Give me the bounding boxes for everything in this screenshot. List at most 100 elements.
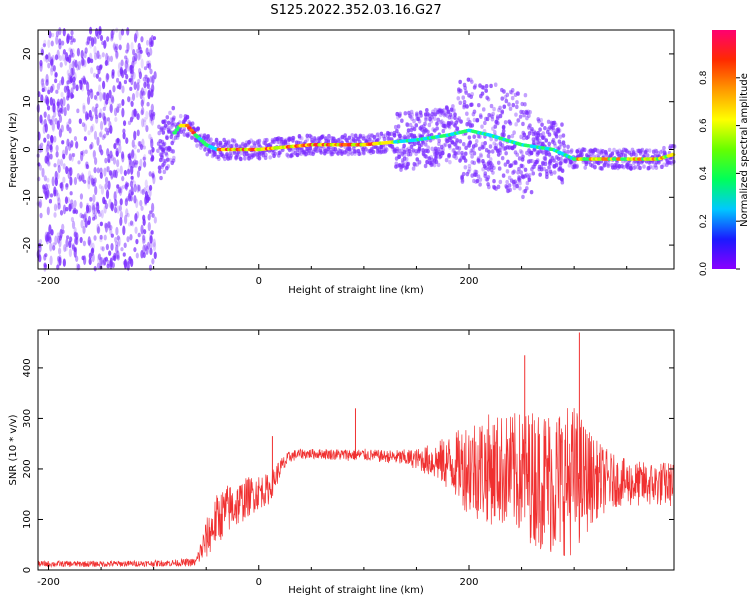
noise-dot (116, 254, 120, 261)
spectrum-dot (401, 162, 406, 168)
spectrum-dot (483, 120, 487, 126)
noise-dot (118, 143, 122, 154)
spectrum-dot (507, 145, 511, 150)
spectrum-dot (437, 138, 441, 143)
noise-dot (139, 199, 143, 207)
noise-dot (98, 184, 102, 190)
noise-dot (86, 164, 90, 170)
noise-dot (82, 75, 86, 83)
noise-dot (64, 246, 68, 252)
spectrum-dot (443, 125, 447, 130)
noise-dot (126, 27, 130, 36)
spectrum-dot (469, 150, 473, 155)
noise-dot (144, 244, 148, 251)
noise-dot (123, 242, 127, 249)
noise-dot (88, 109, 92, 118)
noise-dot (99, 234, 103, 240)
noise-dot (53, 110, 57, 118)
spectrum-dot (662, 162, 666, 167)
noise-dot (46, 177, 50, 183)
spectrum-dot (495, 114, 500, 119)
spectrogram-marks (156, 77, 677, 200)
spectrum-dot (357, 151, 361, 157)
spectrum-dot (507, 134, 511, 140)
spectrogram-y-tick-label: 10 (22, 95, 33, 108)
spectrum-dot (372, 135, 377, 140)
noise-dot (121, 107, 125, 118)
noise-dot (101, 246, 105, 252)
spectrum-dot (530, 158, 534, 164)
spectrum-dot (453, 151, 458, 156)
noise-dot (151, 258, 155, 265)
noise-dot (99, 34, 104, 42)
spectrum-dot (358, 133, 363, 139)
spectrum-dot (485, 95, 489, 100)
noise-dot (105, 166, 109, 173)
spectrum-dot (412, 161, 417, 167)
spectrum-dot (483, 173, 487, 179)
spectrum-dot (536, 117, 541, 122)
noise-dot (96, 167, 100, 174)
spectrum-dot (603, 160, 608, 165)
spectrum-dot (470, 154, 474, 159)
noise-dot (151, 146, 155, 153)
noise-dot (44, 190, 48, 200)
noise-dot (80, 219, 84, 229)
spectrum-dot (268, 155, 273, 160)
noise-dot (138, 141, 142, 148)
noise-dot (85, 204, 90, 214)
noise-dot (150, 109, 154, 120)
noise-dot (110, 154, 114, 162)
noise-dot (66, 121, 70, 129)
noise-dot (131, 221, 135, 227)
noise-dot (148, 149, 152, 155)
noise-dot (51, 32, 55, 38)
noise-dot (123, 258, 128, 268)
noise-dot (59, 98, 64, 107)
spectrum-dot (593, 164, 597, 170)
noise-dot (94, 185, 98, 196)
noise-dot (73, 135, 78, 142)
noise-dot (104, 127, 108, 132)
spectrum-dot (484, 88, 488, 93)
noise-dot (106, 36, 110, 42)
noise-dot (136, 129, 140, 137)
spectrum-dot (218, 142, 223, 148)
noise-dot (119, 165, 123, 175)
spectrum-dot (486, 175, 491, 180)
noise-dot (150, 117, 154, 126)
spectrum-dot (525, 180, 530, 186)
spectrum-dot (217, 156, 221, 162)
spectrum-dot (264, 152, 268, 158)
noise-dot (142, 156, 146, 161)
spectrum-dot (607, 147, 612, 153)
spectrum-dot (480, 144, 484, 149)
noise-dot (59, 61, 63, 68)
spectrum-dot (464, 89, 468, 94)
noise-dot (130, 175, 134, 180)
spectrum-dot (461, 95, 466, 100)
spectrum-dot (525, 186, 529, 191)
spectrum-dot (476, 158, 481, 163)
noise-dot (153, 216, 157, 224)
noise-dot (121, 69, 125, 79)
noise-dot (114, 236, 118, 243)
noise-dot (140, 224, 144, 235)
spectrum-dot (549, 171, 554, 176)
spectrum-dot (570, 161, 574, 166)
spectrum-dot (436, 146, 441, 152)
spectrum-dot (529, 150, 534, 156)
noise-dot (62, 96, 66, 107)
spectrum-dot (494, 146, 499, 151)
noise-dot (132, 55, 136, 63)
noise-dot (40, 142, 44, 148)
spectrum-dot (453, 151, 457, 156)
spectrum-dot (500, 143, 505, 148)
spectrum-dot (199, 133, 204, 138)
noise-dot (139, 189, 144, 194)
noise-dot (105, 243, 109, 251)
noise-dot (136, 148, 141, 153)
noise-dot (46, 143, 50, 150)
noise-dot (149, 41, 153, 48)
spectrum-dot (171, 158, 176, 163)
